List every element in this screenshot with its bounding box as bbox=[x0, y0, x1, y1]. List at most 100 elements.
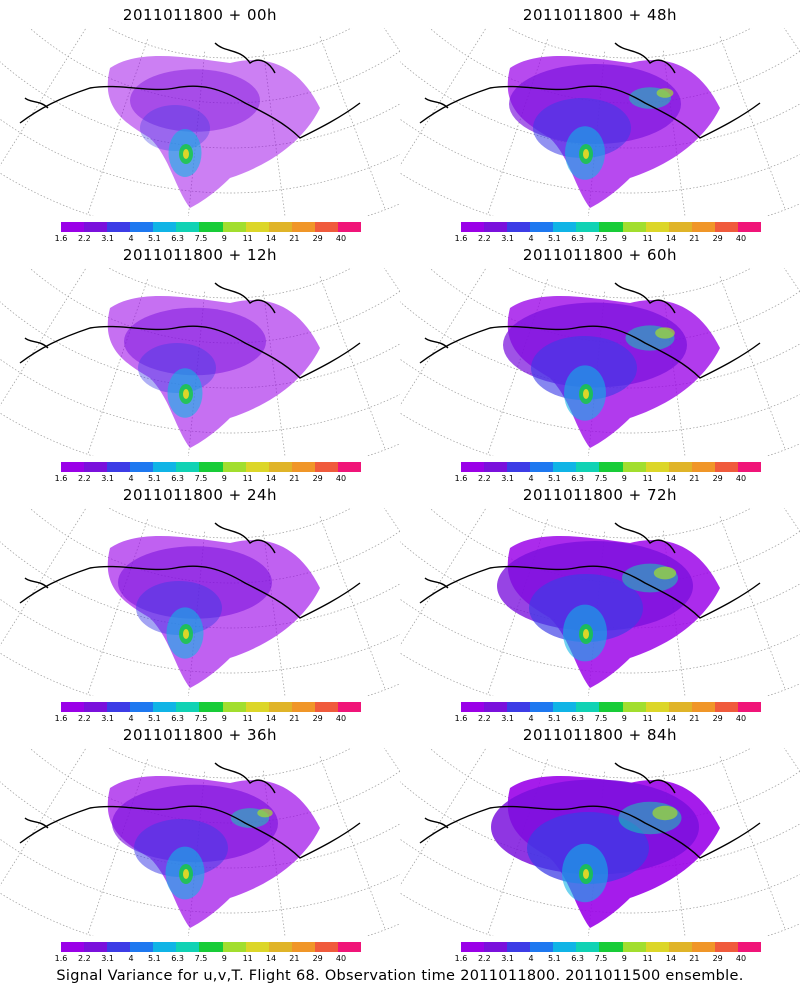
longitude-line bbox=[319, 276, 386, 450]
forecast-panel-60h: 2011011800 + 60h 1.6 2.2 3.1 4 5.1 6.3 7.5 9 11 1… bbox=[400, 240, 800, 483]
latitude-line bbox=[108, 268, 352, 299]
colorbar-swatch bbox=[553, 942, 577, 952]
longitude-line bbox=[0, 28, 49, 108]
colorbar-tick-label: 7.5 bbox=[594, 234, 608, 243]
colorbar-tick-label: 6.3 bbox=[571, 474, 585, 483]
latitude-line bbox=[400, 892, 800, 936]
colorbar-swatch bbox=[622, 222, 646, 232]
colorbar-tick-label: 7.5 bbox=[594, 714, 608, 723]
colorbar bbox=[61, 942, 362, 952]
colorbar-tick-label: 6.3 bbox=[171, 234, 185, 243]
colorbar-swatch bbox=[576, 462, 600, 472]
colorbar-swatch bbox=[199, 462, 223, 472]
colorbar-swatch bbox=[645, 702, 669, 712]
colorbar-tick-label: 6.3 bbox=[571, 234, 585, 243]
latitude-line bbox=[0, 652, 400, 696]
colorbar-swatch bbox=[337, 222, 362, 232]
colorbar-tick-label: 11 bbox=[242, 234, 253, 243]
forecast-panel-00h: 2011011800 + 00h 1.6 2.2 3.1 4 5.1 6.3 7.5 9 11 1… bbox=[0, 0, 400, 243]
colorbar-swatch bbox=[107, 462, 131, 472]
colorbar-swatch bbox=[245, 462, 269, 472]
longitude-line bbox=[783, 748, 800, 773]
colorbar-swatch bbox=[737, 702, 762, 712]
variance-region bbox=[583, 149, 589, 159]
colorbar-swatch bbox=[507, 942, 531, 952]
colorbar-tick-label: 11 bbox=[242, 714, 253, 723]
colorbar-swatch bbox=[507, 222, 531, 232]
colorbar-swatch bbox=[61, 462, 85, 472]
variance-field bbox=[107, 56, 321, 209]
variance-region bbox=[656, 88, 674, 98]
colorbar-swatch bbox=[199, 942, 223, 952]
colorbar-swatch bbox=[268, 222, 292, 232]
colorbar-swatch bbox=[153, 462, 177, 472]
longitude-line bbox=[383, 508, 400, 533]
variance-field bbox=[507, 56, 720, 209]
colorbar-swatch bbox=[153, 222, 177, 232]
colorbar-tick-label: 2.2 bbox=[477, 714, 491, 723]
panel-map bbox=[0, 28, 400, 216]
colorbar-swatch bbox=[484, 222, 508, 232]
colorbar-tick-label: 4 bbox=[528, 474, 534, 483]
colorbar-swatch bbox=[199, 702, 223, 712]
coastline-segment bbox=[419, 805, 761, 859]
colorbar-tick-label: 1.6 bbox=[454, 234, 468, 243]
latitude-line bbox=[508, 268, 752, 299]
colorbar-tick-label: 6.3 bbox=[171, 474, 185, 483]
longitude-line bbox=[400, 508, 487, 647]
longitude-line bbox=[400, 748, 449, 828]
coastline-segment bbox=[24, 577, 49, 589]
panel-title: 2011011800 + 84h bbox=[522, 726, 678, 744]
colorbar-tick-label: 14 bbox=[265, 474, 277, 483]
longitude-line bbox=[0, 268, 49, 348]
forecast-panel-24h: 2011011800 + 24h 1.6 2.2 3.1 4 5.1 6.3 7.5 9 11 1… bbox=[0, 480, 400, 723]
colorbar-swatch bbox=[507, 462, 531, 472]
colorbar-swatch bbox=[461, 462, 485, 472]
variance-region bbox=[107, 56, 321, 209]
colorbar-tick-label: 3.1 bbox=[501, 714, 515, 723]
colorbar-tick-label: 4 bbox=[528, 234, 534, 243]
colorbar-tick-label: 11 bbox=[642, 714, 653, 723]
colorbar-swatch bbox=[599, 222, 623, 232]
panel-map bbox=[400, 268, 800, 456]
colorbar-swatch bbox=[576, 942, 600, 952]
colorbar-tick-label: 9 bbox=[221, 234, 227, 243]
colorbar-swatch bbox=[714, 702, 738, 712]
colorbar-labels: 1.6 2.2 3.1 4 5.1 6.3 7.5 9 11 14 21 29 40 bbox=[55, 954, 361, 964]
panel-title: 2011011800 + 36h bbox=[122, 726, 278, 744]
colorbar-swatch bbox=[130, 702, 154, 712]
colorbar-swatch bbox=[337, 942, 362, 952]
colorbar-tick-label: 3.1 bbox=[501, 474, 515, 483]
colorbar-tick-label: 14 bbox=[665, 474, 677, 483]
latitude-line bbox=[508, 748, 752, 779]
colorbar-tick-label: 7.5 bbox=[194, 954, 208, 963]
longitude-line bbox=[783, 28, 800, 53]
colorbar-tick-label: 1.6 bbox=[54, 234, 68, 243]
colorbar-tick-label: 40 bbox=[735, 234, 747, 243]
colorbar-swatch bbox=[530, 222, 554, 232]
colorbar-tick-label: 40 bbox=[335, 474, 347, 483]
colorbar-swatch bbox=[553, 462, 577, 472]
colorbar-swatch bbox=[691, 702, 715, 712]
colorbar-swatch bbox=[737, 462, 762, 472]
colorbar-swatch bbox=[576, 702, 600, 712]
coastline-segment bbox=[614, 522, 676, 554]
colorbar-tick-label: 5.1 bbox=[147, 234, 161, 243]
variance-region bbox=[653, 566, 677, 580]
variance-field bbox=[107, 296, 321, 448]
coastline-segment bbox=[214, 522, 276, 554]
colorbar-tick-label: 9 bbox=[221, 954, 227, 963]
panel-map bbox=[0, 508, 400, 696]
colorbar-swatch bbox=[61, 942, 85, 952]
colorbar-swatch bbox=[599, 942, 623, 952]
colorbar-tick-label: 4 bbox=[128, 714, 134, 723]
colorbar-tick-label: 29 bbox=[312, 234, 323, 243]
colorbar-tick-label: 7.5 bbox=[194, 234, 208, 243]
colorbar-swatch bbox=[714, 462, 738, 472]
colorbar-tick-label: 1.6 bbox=[454, 714, 468, 723]
variance-region bbox=[257, 808, 273, 818]
colorbar-tick-label: 1.6 bbox=[54, 714, 68, 723]
colorbar-tick-label: 21 bbox=[689, 234, 700, 243]
variance-region bbox=[183, 149, 189, 159]
colorbar bbox=[461, 702, 762, 712]
